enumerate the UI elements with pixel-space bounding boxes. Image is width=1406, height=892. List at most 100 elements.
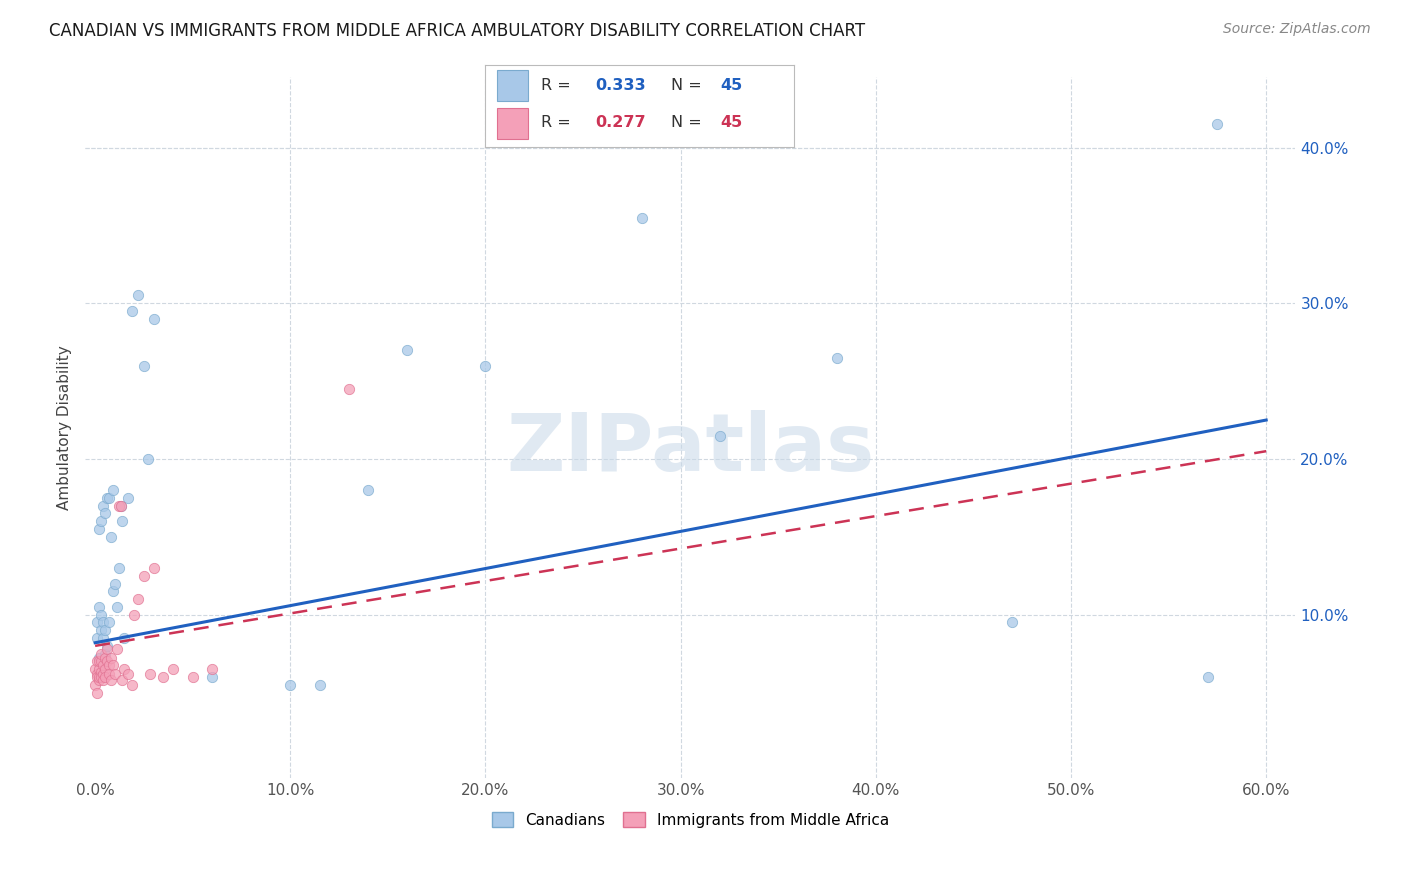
Point (100, 530, 122, 544)
Point (86, 615, 108, 630)
Text: 45: 45 (720, 115, 742, 130)
Point (101, 657, 124, 672)
Point (127, 288, 149, 302)
Point (96, 491, 118, 505)
Point (100, 673, 122, 687)
Point (97, 666, 120, 681)
Point (101, 584, 124, 599)
Point (162, 662, 184, 676)
Point (110, 499, 132, 513)
Point (91, 673, 114, 687)
Point (94, 662, 117, 676)
Point (337, 382, 360, 396)
Text: 0.333: 0.333 (595, 78, 645, 93)
Point (117, 491, 139, 505)
Point (111, 673, 134, 687)
Point (94, 651, 117, 665)
Point (1197, 670, 1219, 684)
Point (90, 514, 112, 528)
Point (87, 522, 110, 536)
Text: N =: N = (671, 115, 707, 130)
Text: 0.277: 0.277 (595, 115, 645, 130)
Point (136, 452, 159, 467)
Point (121, 304, 143, 318)
Point (107, 499, 129, 513)
Text: 45: 45 (720, 78, 742, 93)
Point (96, 639, 118, 653)
Point (91, 615, 114, 630)
Point (1206, 117, 1229, 131)
Point (396, 343, 419, 357)
Point (90, 607, 112, 622)
Point (132, 568, 155, 582)
Point (132, 359, 155, 373)
Point (94, 670, 117, 684)
Point (91, 657, 114, 672)
Point (122, 607, 145, 622)
Text: Source: ZipAtlas.com: Source: ZipAtlas.com (1223, 22, 1371, 37)
Legend: Canadians, Immigrants from Middle Africa: Canadians, Immigrants from Middle Africa (485, 805, 896, 834)
Point (90, 655, 112, 669)
Point (94, 507, 117, 521)
Point (97, 615, 120, 630)
Point (87, 651, 110, 665)
Point (86, 685, 108, 699)
Point (107, 561, 129, 575)
Point (105, 642, 128, 657)
Bar (498, 108, 529, 139)
Point (96, 642, 118, 657)
Point (112, 662, 135, 676)
Point (86, 670, 108, 684)
Point (86, 631, 108, 645)
Point (139, 666, 162, 681)
Point (86, 666, 108, 681)
Point (110, 499, 132, 513)
Point (111, 514, 134, 528)
Point (90, 670, 112, 684)
Bar (498, 70, 529, 101)
Point (86, 655, 108, 669)
Point (84, 678, 107, 692)
Point (91, 499, 114, 513)
Point (201, 670, 224, 684)
Point (97, 657, 120, 672)
Point (101, 483, 124, 497)
Point (87, 662, 110, 676)
Point (94, 624, 117, 638)
Point (90, 624, 112, 638)
Text: CANADIAN VS IMMIGRANTS FROM MIDDLE AFRICA AMBULATORY DISABILITY CORRELATION CHAR: CANADIAN VS IMMIGRANTS FROM MIDDLE AFRIC… (49, 22, 865, 40)
Point (825, 351, 848, 365)
Point (630, 211, 652, 225)
Point (84, 662, 107, 676)
Point (278, 678, 301, 692)
Point (90, 647, 112, 661)
Point (1001, 615, 1024, 630)
Text: R =: R = (541, 115, 575, 130)
Point (100, 651, 122, 665)
Point (308, 678, 330, 692)
Point (104, 576, 127, 591)
Text: N =: N = (671, 78, 707, 93)
Point (96, 655, 118, 669)
Text: ZIPatlas: ZIPatlas (506, 409, 875, 488)
Point (104, 666, 127, 681)
Point (121, 678, 143, 692)
Text: R =: R = (541, 78, 575, 93)
Point (87, 673, 110, 687)
Point (474, 359, 496, 373)
Point (87, 599, 110, 614)
Point (91, 631, 114, 645)
Point (94, 647, 117, 661)
Point (181, 670, 204, 684)
Point (90, 665, 112, 680)
Point (112, 631, 135, 645)
Point (357, 483, 380, 497)
Point (91, 666, 114, 681)
Point (97, 491, 120, 505)
Point (127, 592, 149, 607)
Point (152, 670, 174, 684)
Point (201, 662, 224, 676)
Point (87, 670, 110, 684)
Point (142, 561, 165, 575)
Point (709, 428, 731, 442)
